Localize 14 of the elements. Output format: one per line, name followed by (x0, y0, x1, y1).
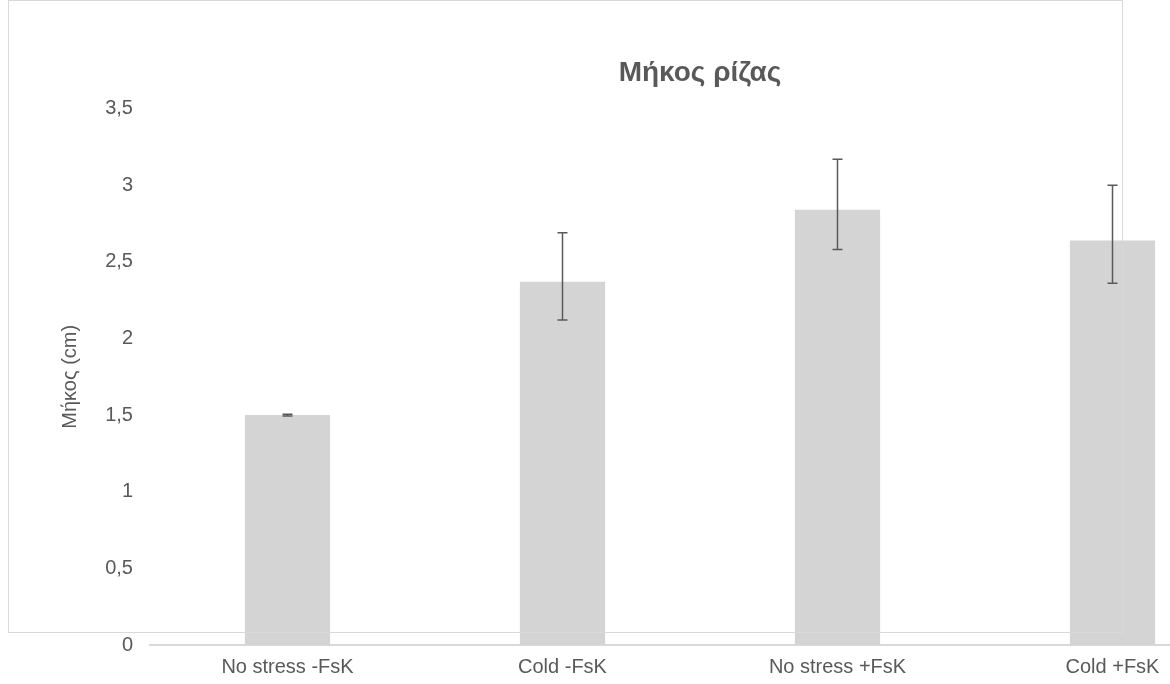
y-tick-label: 3,5 (105, 96, 133, 119)
x-tick-label: Cold +FsK (1065, 654, 1161, 677)
y-tick-label: 1 (121, 479, 133, 502)
y-tick-label: 0 (121, 632, 133, 655)
y-tick-label: 2,5 (105, 249, 133, 272)
y-tick-label: 1,5 (105, 402, 133, 425)
x-tick-label: No stress -FsK (221, 654, 355, 677)
x-tick-label: No stress +FsK (768, 654, 907, 677)
y-tick-label: 0,5 (105, 555, 133, 578)
chart-title: Μήκος ρίζας (618, 55, 782, 87)
x-tick-label: Cold -FsK (518, 654, 608, 677)
y-tick-label: 2 (121, 326, 133, 348)
y-tick-label: 3 (121, 172, 133, 195)
y-axis-title: Μήκος (cm) (57, 324, 80, 429)
